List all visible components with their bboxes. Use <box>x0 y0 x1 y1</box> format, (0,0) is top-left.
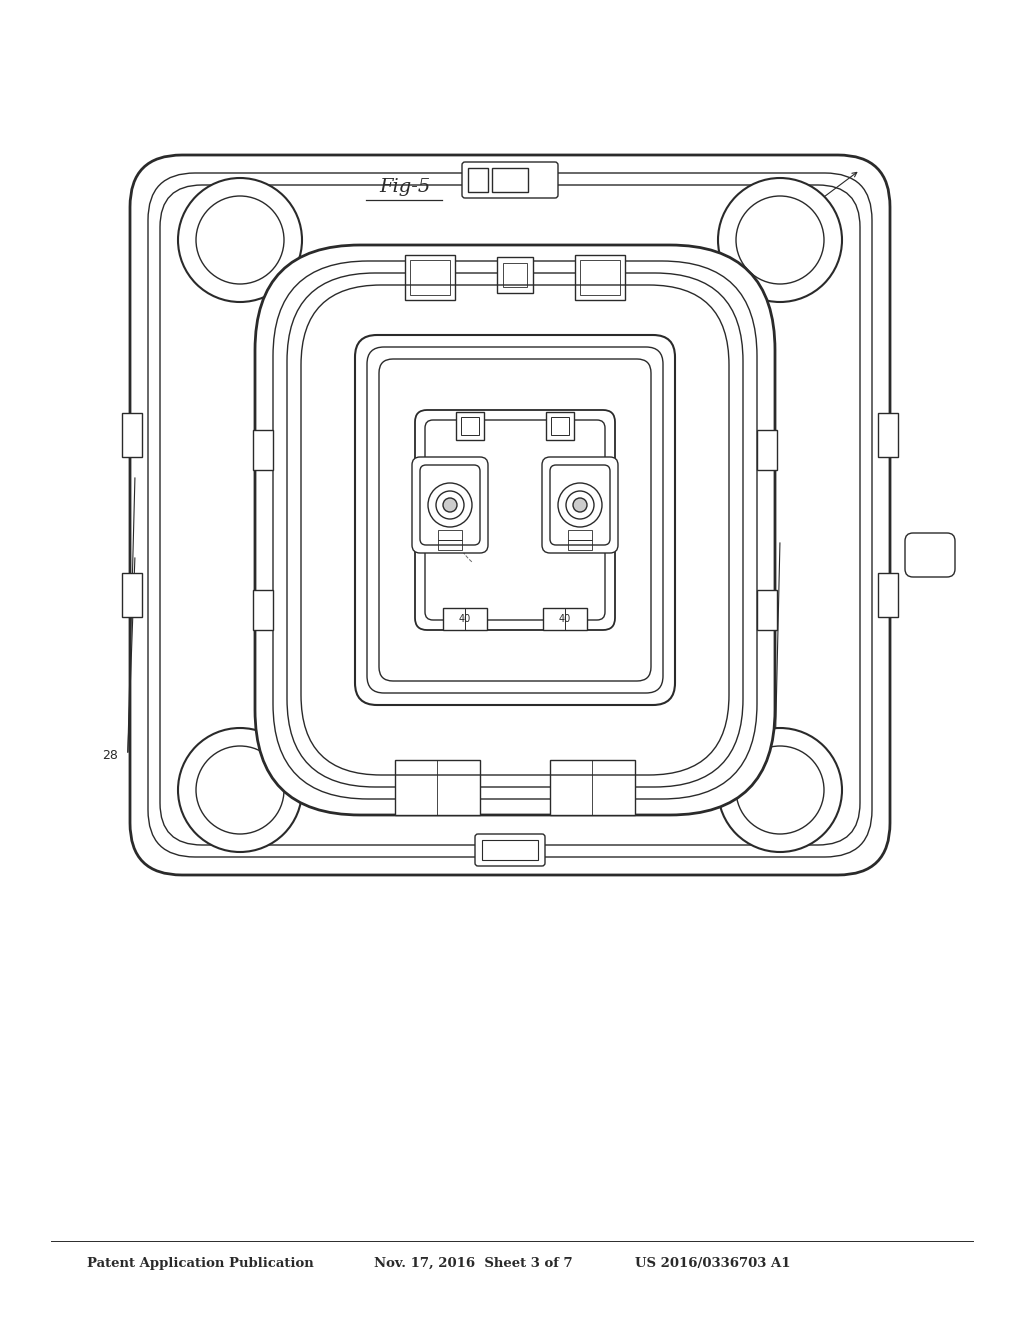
FancyBboxPatch shape <box>130 154 890 875</box>
Circle shape <box>736 746 824 834</box>
Text: US 2016/0336703 A1: US 2016/0336703 A1 <box>635 1257 791 1270</box>
Bar <box>253 590 273 630</box>
FancyBboxPatch shape <box>415 411 615 630</box>
Circle shape <box>558 483 602 527</box>
Circle shape <box>178 178 302 302</box>
Bar <box>122 573 142 616</box>
Circle shape <box>196 746 284 834</box>
Bar <box>878 413 898 457</box>
Bar <box>461 417 479 436</box>
Text: 40: 40 <box>559 614 571 624</box>
Circle shape <box>573 498 587 512</box>
Bar <box>568 540 592 550</box>
Bar <box>757 590 777 630</box>
Bar <box>438 531 462 540</box>
Bar <box>492 168 528 191</box>
Bar <box>757 430 777 470</box>
Bar <box>456 412 484 440</box>
Bar <box>122 413 142 457</box>
Bar <box>410 260 450 294</box>
Bar <box>546 412 574 440</box>
Bar <box>468 168 488 191</box>
FancyBboxPatch shape <box>462 162 558 198</box>
Bar <box>443 609 487 630</box>
Text: Nov. 17, 2016  Sheet 3 of 7: Nov. 17, 2016 Sheet 3 of 7 <box>374 1257 572 1270</box>
Circle shape <box>443 498 457 512</box>
Bar <box>497 257 534 293</box>
Bar <box>878 573 898 616</box>
Bar <box>253 430 273 470</box>
Bar <box>580 260 620 294</box>
Circle shape <box>718 178 842 302</box>
Text: Patent Application Publication: Patent Application Publication <box>87 1257 313 1270</box>
FancyBboxPatch shape <box>255 246 775 814</box>
Text: 40: 40 <box>459 614 471 624</box>
Text: 28: 28 <box>101 748 118 762</box>
Text: Fig-5: Fig-5 <box>379 178 430 197</box>
Bar <box>482 840 538 861</box>
Bar <box>543 609 587 630</box>
Bar <box>406 255 455 300</box>
FancyBboxPatch shape <box>412 457 488 553</box>
Circle shape <box>436 491 464 519</box>
Bar <box>575 255 625 300</box>
Bar <box>503 263 527 286</box>
Bar <box>395 760 480 814</box>
Bar <box>550 760 635 814</box>
FancyBboxPatch shape <box>905 533 955 577</box>
Bar <box>551 417 569 436</box>
FancyBboxPatch shape <box>355 335 675 705</box>
Bar <box>568 531 592 540</box>
Circle shape <box>178 729 302 851</box>
Text: 34: 34 <box>635 323 650 337</box>
Circle shape <box>736 195 824 284</box>
Bar <box>438 540 462 550</box>
FancyBboxPatch shape <box>475 834 545 866</box>
Circle shape <box>566 491 594 519</box>
Circle shape <box>196 195 284 284</box>
Circle shape <box>428 483 472 527</box>
FancyBboxPatch shape <box>542 457 618 553</box>
Text: 30: 30 <box>778 748 794 762</box>
Circle shape <box>718 729 842 851</box>
